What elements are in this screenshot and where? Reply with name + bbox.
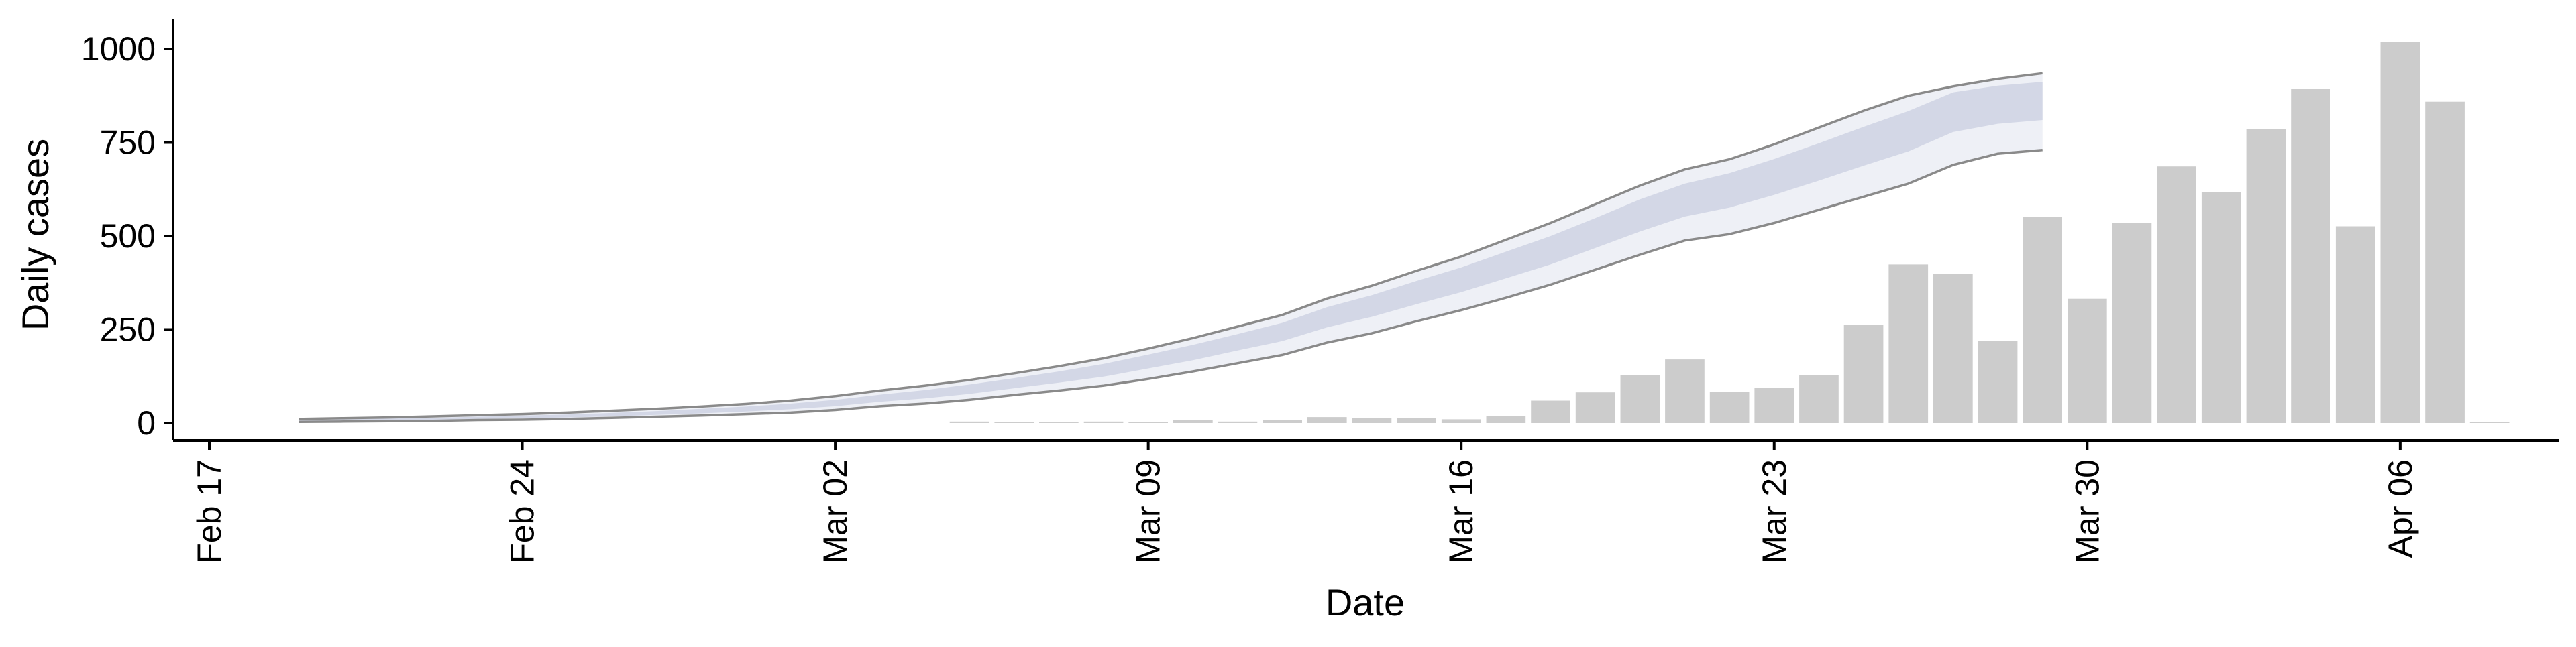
x-tick-label-7: Apr 06 (2381, 459, 2419, 558)
bar-2020-03-13 (1307, 417, 1347, 423)
y-tick-label-250: 250 (100, 311, 156, 349)
x-tick-label-0: Feb 17 (191, 459, 228, 564)
bar-2020-03-05 (949, 421, 989, 423)
y-tick-label-750: 750 (100, 124, 156, 162)
x-tick-label-5: Mar 23 (1756, 459, 1793, 564)
bar-2020-04-08 (2469, 422, 2510, 423)
bar-2020-03-12 (1263, 420, 1302, 423)
x-tick-label-4: Mar 16 (1442, 459, 1480, 564)
bar-2020-04-03 (2246, 129, 2286, 423)
bar-2020-03-27 (1933, 274, 1973, 423)
bar-2020-04-06 (2380, 42, 2420, 423)
x-tick-label-3: Mar 09 (1130, 459, 1167, 564)
estimate-band-lower-line (299, 148, 2043, 424)
bar-2020-03-17 (1486, 416, 1526, 423)
estimate-band-outer (299, 73, 2043, 422)
bar-2020-03-20 (1620, 375, 1660, 423)
bar-2020-03-21 (1665, 359, 1705, 423)
y-tick-label-500: 500 (100, 217, 156, 255)
bar-2020-03-08 (1083, 421, 1124, 423)
bar-2020-04-02 (2201, 192, 2241, 423)
bar-2020-04-07 (2425, 101, 2465, 423)
bar-2020-03-19 (1575, 392, 1615, 423)
y-tick-label-1000: 1000 (81, 30, 156, 68)
axis-layer: 0 250 500 750 1000 Feb 17 Feb 24 Mar 02 Mar 09 Ma… (81, 19, 2559, 564)
bar-2020-03-24 (1799, 375, 1839, 423)
y-axis-title: Daily cases (14, 139, 56, 331)
estimate-band-inner (299, 82, 2043, 422)
bar-2020-04-01 (2157, 166, 2196, 423)
x-axis-title: Date (1326, 581, 1405, 624)
bar-2020-03-15 (1397, 418, 1436, 423)
bar-2020-03-07 (1039, 422, 1079, 423)
bar-2020-03-26 (1888, 264, 1929, 423)
bar-layer (949, 42, 2510, 423)
bar-2020-03-25 (1843, 325, 1884, 423)
bar-2020-03-29 (2023, 217, 2062, 423)
bar-2020-03-06 (994, 422, 1034, 423)
estimate-band-layer (299, 72, 2043, 424)
bar-2020-03-14 (1352, 418, 1392, 423)
bar-2020-03-16 (1441, 419, 1481, 423)
y-tick-label-0: 0 (137, 404, 156, 442)
bar-2020-03-09 (1128, 422, 1168, 423)
bar-2020-04-05 (2335, 226, 2375, 423)
bar-2020-03-31 (2112, 223, 2152, 423)
bar-2020-03-10 (1173, 420, 1213, 423)
bar-2020-03-30 (2068, 298, 2107, 423)
x-tick-label-2: Mar 02 (816, 459, 854, 564)
estimate-band-upper-line (299, 72, 2043, 420)
bar-2020-03-23 (1754, 388, 1794, 423)
bar-2020-03-18 (1531, 400, 1570, 423)
bar-2020-04-04 (2291, 89, 2330, 423)
x-tick-label-1: Feb 24 (504, 459, 541, 564)
bar-2020-03-22 (1709, 392, 1750, 423)
x-tick-label-6: Mar 30 (2068, 459, 2106, 564)
bar-2020-03-11 (1218, 421, 1258, 423)
bar-2020-03-28 (1978, 341, 2018, 423)
